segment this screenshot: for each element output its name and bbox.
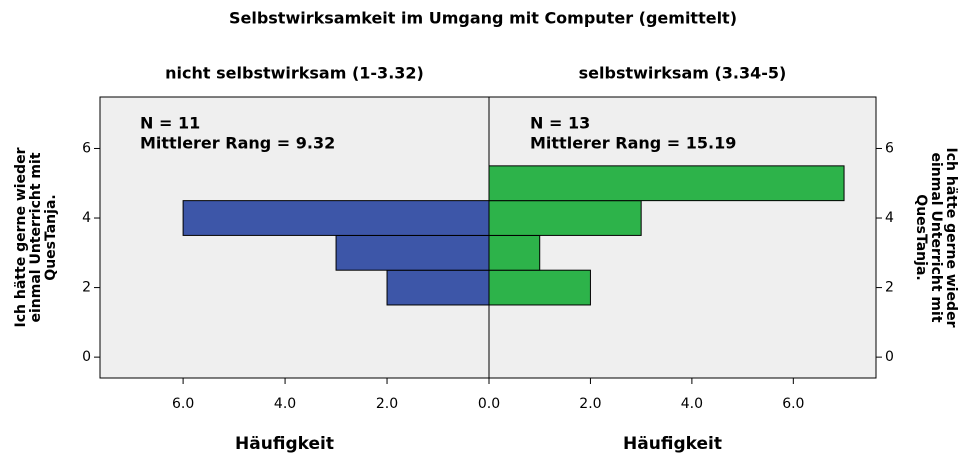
bar (335, 234, 490, 271)
y-axis-label: Ich hätte gerne wieder (13, 147, 29, 327)
panel-xlabel: Häufigkeit (235, 434, 334, 454)
bar (488, 234, 541, 271)
y2-axis-label: einmal Unterricht mit (928, 152, 944, 322)
panel-title: selbstwirksam (3.34-5) (579, 64, 787, 83)
x-tick-label: 4.0 (681, 396, 703, 412)
x-tick-label: 2.0 (376, 396, 398, 412)
bar (488, 200, 642, 236)
x-tick-label: 4.0 (274, 396, 296, 412)
y2-tick-label: 6 (885, 140, 894, 156)
annotation: Mittlerer Rang = 9.32 (140, 134, 335, 153)
x-tick-label: 2.0 (579, 396, 601, 412)
annotation: N = 13 (530, 114, 590, 133)
panel-title: nicht selbstwirksam (1-3.32) (165, 64, 424, 83)
annotation: N = 11 (140, 114, 200, 133)
x-tick-label: 6.0 (782, 396, 804, 412)
y2-tick-label: 2 (885, 280, 894, 296)
annotation: Mittlerer Rang = 15.19 (530, 134, 736, 153)
y-axis-label: einmal Unterricht mit (28, 152, 44, 322)
panel-xlabel: Häufigkeit (623, 434, 722, 454)
y2-tick-label: 0 (885, 349, 894, 365)
x-tick-label: 6.0 (172, 396, 194, 412)
bar (488, 165, 845, 202)
y-tick-label: 4 (82, 210, 91, 226)
y-axis-label: QuesTanja. (43, 194, 59, 280)
x-tick-label: 0.0 (478, 396, 500, 412)
y2-tick-label: 4 (885, 210, 894, 226)
y-tick-label: 6 (82, 140, 91, 156)
chart-title: Selbstwirksamkeit im Umgang mit Computer… (229, 9, 737, 28)
bar (488, 269, 591, 306)
bar (182, 200, 490, 236)
y2-axis-label: Ich hätte gerne wieder (943, 148, 959, 328)
y-tick-label: 0 (82, 349, 91, 365)
bar (386, 269, 490, 306)
y-tick-label: 2 (82, 280, 91, 296)
y2-axis-label: QuesTanja. (913, 194, 929, 280)
